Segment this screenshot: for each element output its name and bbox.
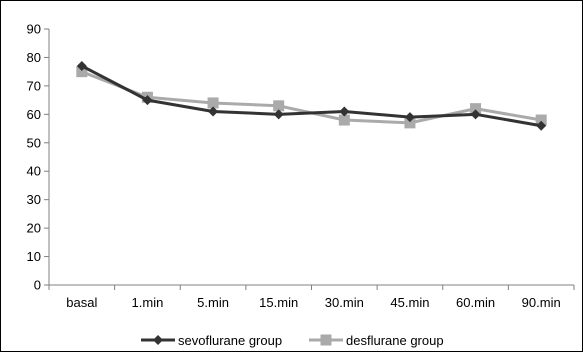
data-point — [404, 117, 416, 129]
y-tick-label: 50 — [27, 135, 41, 150]
legend: sevoflurane group desflurane group — [141, 333, 444, 348]
data-point — [536, 120, 547, 131]
data-point — [142, 95, 153, 106]
legend-item-desflurane: desflurane group — [309, 333, 444, 348]
y-tick-label: 60 — [27, 107, 41, 122]
y-tick-label: 20 — [27, 221, 41, 236]
y-tick-label: 10 — [27, 249, 41, 264]
legend-label: sevoflurane group — [178, 333, 282, 348]
y-tick-label: 40 — [27, 164, 41, 179]
series-sevoflurane — [76, 60, 547, 131]
x-tick-label: 30.min — [325, 295, 364, 310]
y-tick-label: 90 — [27, 22, 41, 37]
x-tick-label: 5.min — [197, 295, 229, 310]
x-tick-label: 60.min — [456, 295, 495, 310]
y-tick-label: 70 — [27, 78, 41, 93]
legend-marker — [153, 335, 163, 345]
y-tick-label: 80 — [27, 50, 41, 65]
legend-label: desflurane group — [346, 333, 444, 348]
x-tick-label: 15.min — [259, 295, 298, 310]
x-tick-label: 45.min — [390, 295, 429, 310]
y-tick-label: 0 — [34, 278, 41, 293]
data-point — [404, 112, 415, 123]
data-point — [339, 106, 350, 117]
legend-marker — [320, 334, 332, 346]
x-tick-label: basal — [66, 295, 97, 310]
data-point — [273, 100, 285, 112]
x-axis: basal 1.min 5.min 15.min 30.min 45.min 60.min 9… — [48, 284, 575, 310]
data-point — [207, 97, 219, 109]
series-layer — [76, 60, 547, 131]
data-point — [76, 60, 87, 71]
data-point — [273, 109, 284, 120]
series-line — [81, 64, 542, 128]
data-point — [76, 66, 88, 78]
data-point — [470, 109, 481, 120]
y-axis: 0 10 20 30 40 50 60 70 80 90 — [27, 22, 50, 293]
legend-item-sevoflurane: sevoflurane group — [141, 333, 282, 348]
data-point — [470, 103, 482, 115]
data-point — [208, 106, 219, 117]
x-tick-label: 1.min — [132, 295, 164, 310]
data-point — [338, 114, 350, 126]
data-point — [535, 114, 547, 126]
y-tick-label: 30 — [27, 192, 41, 207]
x-tick-label: 90.min — [522, 295, 561, 310]
